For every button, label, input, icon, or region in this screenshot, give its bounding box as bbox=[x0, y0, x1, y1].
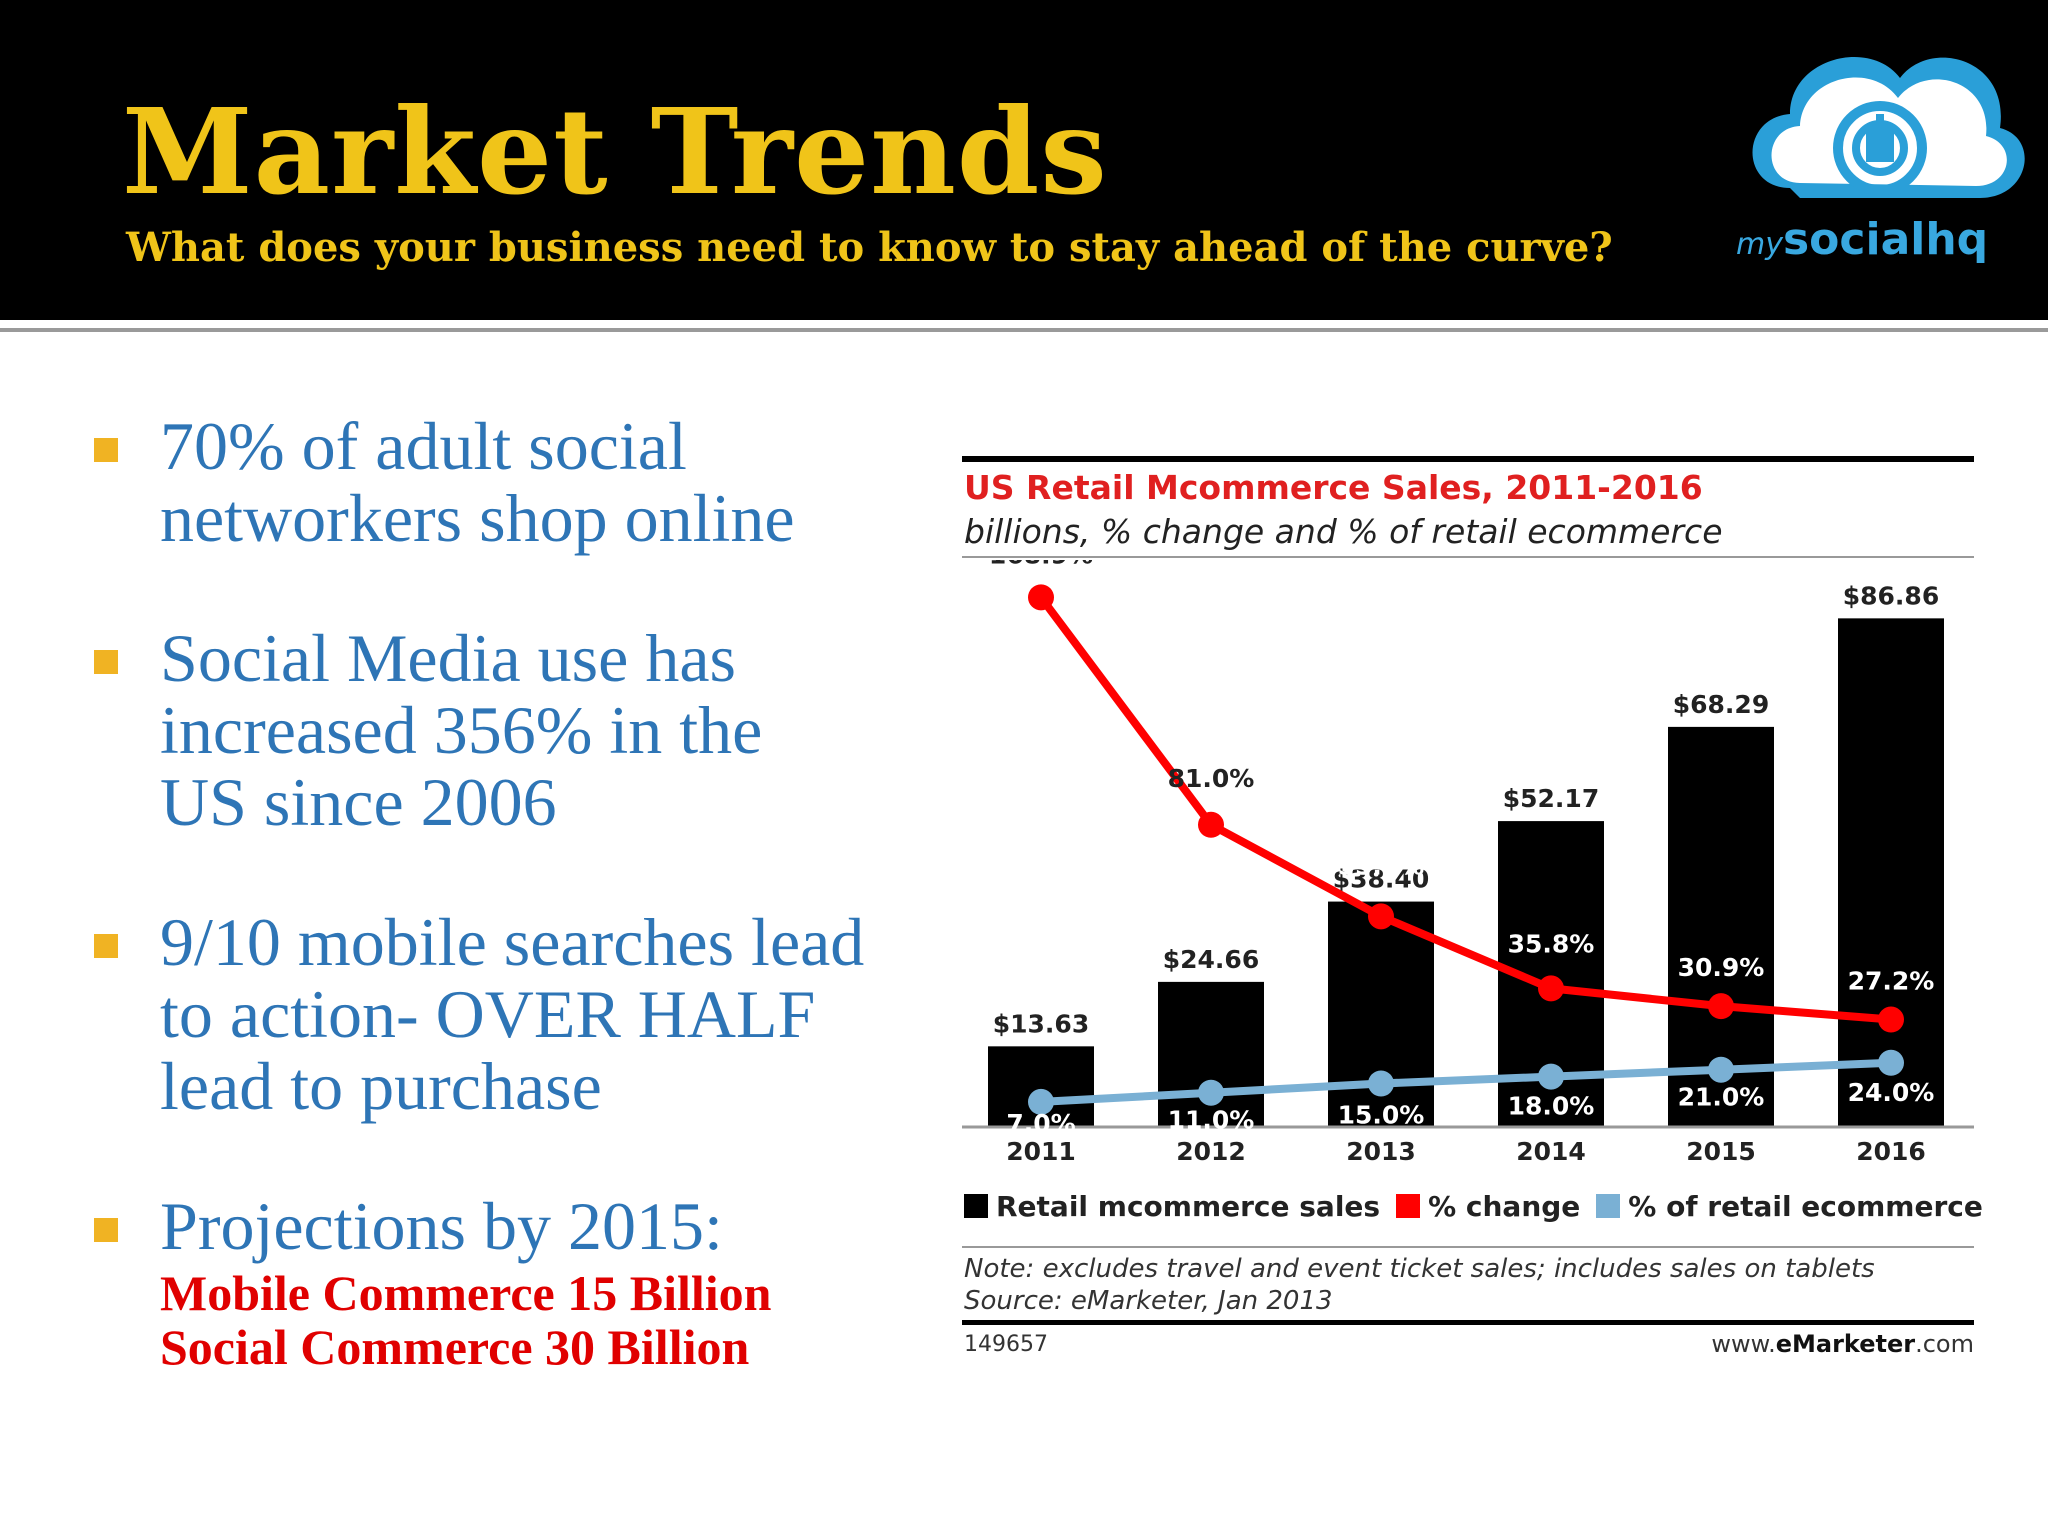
bar-label-2015: $68.29 bbox=[1673, 690, 1769, 719]
chart-site-credit: www.eMarketer.com bbox=[1711, 1330, 1974, 1358]
chart-legend: Retail mcommerce sales % change % of ret… bbox=[964, 1188, 1999, 1224]
bullet-text-1-line-2: networkers shop online bbox=[160, 480, 795, 556]
bar-2016 bbox=[1838, 618, 1944, 1126]
line-pct-retail bbox=[1040, 1058, 1892, 1106]
bar-label-2014: $52.17 bbox=[1503, 784, 1599, 813]
legend-label-sales: Retail mcommerce sales bbox=[996, 1189, 1381, 1223]
x-tick-2014: 2014 bbox=[1516, 1137, 1586, 1166]
bullet-text-3-line-3: lead to purchase bbox=[160, 1048, 602, 1124]
bullet-marker bbox=[94, 1218, 118, 1242]
label-pct-retail-2013: 15.0% bbox=[1338, 1101, 1425, 1130]
site-prefix: www. bbox=[1711, 1330, 1776, 1358]
label-pct-retail-2015: 21.0% bbox=[1678, 1083, 1765, 1112]
point-pct-retail-2016 bbox=[1878, 1049, 1904, 1076]
point-pct-change-2014 bbox=[1538, 975, 1564, 1002]
legend-item-sales: Retail mcommerce sales bbox=[964, 1190, 1380, 1223]
label-pct-retail-2011: 7.0% bbox=[1006, 1109, 1075, 1138]
x-tick-2012: 2012 bbox=[1176, 1137, 1246, 1166]
bullet-text-1-line-1: 70% of adult social bbox=[160, 408, 687, 484]
point-pct-retail-2015 bbox=[1708, 1056, 1734, 1083]
bar-label-2016: $86.86 bbox=[1843, 581, 1939, 610]
chart-source: Source: eMarketer, Jan 2013 bbox=[964, 1286, 1333, 1316]
point-pct-change-2012 bbox=[1198, 811, 1224, 838]
bullet-text-3-line-1: 9/10 mobile searches lead bbox=[160, 904, 865, 980]
legend-swatch-sales bbox=[964, 1194, 988, 1218]
site-brand: eMarketer bbox=[1775, 1330, 1916, 1358]
bullet-text-3-line-2: to action- OVER HALF bbox=[160, 976, 816, 1052]
bullet-text-2-line-1: Social Media use has bbox=[160, 620, 736, 696]
line-pct-change bbox=[1037, 594, 1892, 1024]
x-tick-2013: 2013 bbox=[1346, 1137, 1416, 1166]
bar-label-2011: $13.63 bbox=[993, 1009, 1089, 1038]
point-pct-change-2016 bbox=[1878, 1006, 1904, 1033]
logo-wordmark: mysocialhq bbox=[1736, 214, 1988, 265]
label-pct-retail-2012: 11.0% bbox=[1168, 1106, 1255, 1135]
header-divider bbox=[0, 328, 2048, 332]
site-suffix: .com bbox=[1915, 1330, 1974, 1358]
chart-note: Note: excludes travel and event ticket s… bbox=[964, 1254, 1875, 1284]
header-band: Market Trends What does your business ne… bbox=[0, 0, 2048, 320]
page-subtitle: What does your business need to know to … bbox=[126, 224, 1613, 271]
bar-label-2012: $24.66 bbox=[1163, 945, 1259, 974]
point-pct-retail-2012 bbox=[1198, 1079, 1224, 1106]
legend-item-retail: % of retail ecommerce bbox=[1596, 1190, 1983, 1223]
logo-name: socialhq bbox=[1782, 214, 1989, 265]
cloud-capitol-icon bbox=[1752, 57, 2025, 199]
bullet-text-2-line-2: increased 356% in the bbox=[160, 692, 763, 768]
point-pct-retail-2014 bbox=[1538, 1063, 1564, 1090]
label-pct-change-2016: 27.2% bbox=[1848, 967, 1935, 996]
label-pct-change-2015: 30.9% bbox=[1678, 953, 1765, 982]
mcommerce-chart: $13.63 $24.66 $38.40 $52.17 $68.29 $86.86 2011… bbox=[962, 560, 1974, 1166]
label-pct-change-2012: 81.0% bbox=[1168, 764, 1255, 793]
chart-id: 149657 bbox=[964, 1332, 1048, 1357]
label-pct-retail-2016: 24.0% bbox=[1848, 1078, 1935, 1107]
bullet-marker bbox=[94, 934, 118, 958]
chart-top-rule bbox=[962, 456, 1974, 462]
label-pct-retail-2014: 18.0% bbox=[1508, 1092, 1595, 1121]
x-tick-2016: 2016 bbox=[1856, 1137, 1926, 1166]
chart-bottom-rule bbox=[962, 1320, 1974, 1325]
point-pct-change-2015 bbox=[1708, 993, 1734, 1020]
legend-swatch-retail bbox=[1596, 1194, 1621, 1218]
x-tick-2015: 2015 bbox=[1686, 1137, 1756, 1166]
chart-subtitle: billions, % change and % of retail ecomm… bbox=[964, 512, 1723, 551]
chart-title: US Retail Mcommerce Sales, 2011-2016 bbox=[964, 468, 1703, 507]
chart-rule bbox=[962, 1246, 1974, 1248]
legend-item-change: % change bbox=[1396, 1190, 1580, 1223]
legend-label-change: % change bbox=[1428, 1189, 1581, 1223]
label-pct-change-2013: 55.7% bbox=[1338, 851, 1425, 880]
label-pct-change-2014: 35.8% bbox=[1508, 929, 1595, 958]
page-title: Market Trends bbox=[122, 82, 1108, 221]
highlight-mobile-commerce: Mobile Commerce 15 Billion bbox=[160, 1265, 772, 1321]
legend-swatch-change bbox=[1396, 1194, 1421, 1218]
point-pct-retail-2011 bbox=[1028, 1088, 1054, 1115]
bullet-text-2-line-3: US since 2006 bbox=[160, 764, 557, 840]
bullet-text-4-line-1: Projections by 2015: bbox=[160, 1188, 723, 1264]
point-pct-change-2011 bbox=[1028, 584, 1054, 611]
label-pct-change-2011: 168.9% bbox=[989, 560, 1093, 569]
legend-label-retail: % of retail ecommerce bbox=[1628, 1189, 1983, 1223]
bullet-marker bbox=[94, 438, 118, 462]
logo-prefix: my bbox=[1736, 227, 1783, 262]
bar-label-2013: $38.40 bbox=[1333, 865, 1429, 894]
chart-rule bbox=[962, 556, 1974, 558]
highlight-social-commerce: Social Commerce 30 Billion bbox=[160, 1319, 750, 1375]
bullet-marker bbox=[94, 650, 118, 674]
x-tick-2011: 2011 bbox=[1006, 1137, 1076, 1166]
point-pct-retail-2013 bbox=[1368, 1070, 1394, 1097]
point-pct-change-2013 bbox=[1368, 903, 1394, 930]
